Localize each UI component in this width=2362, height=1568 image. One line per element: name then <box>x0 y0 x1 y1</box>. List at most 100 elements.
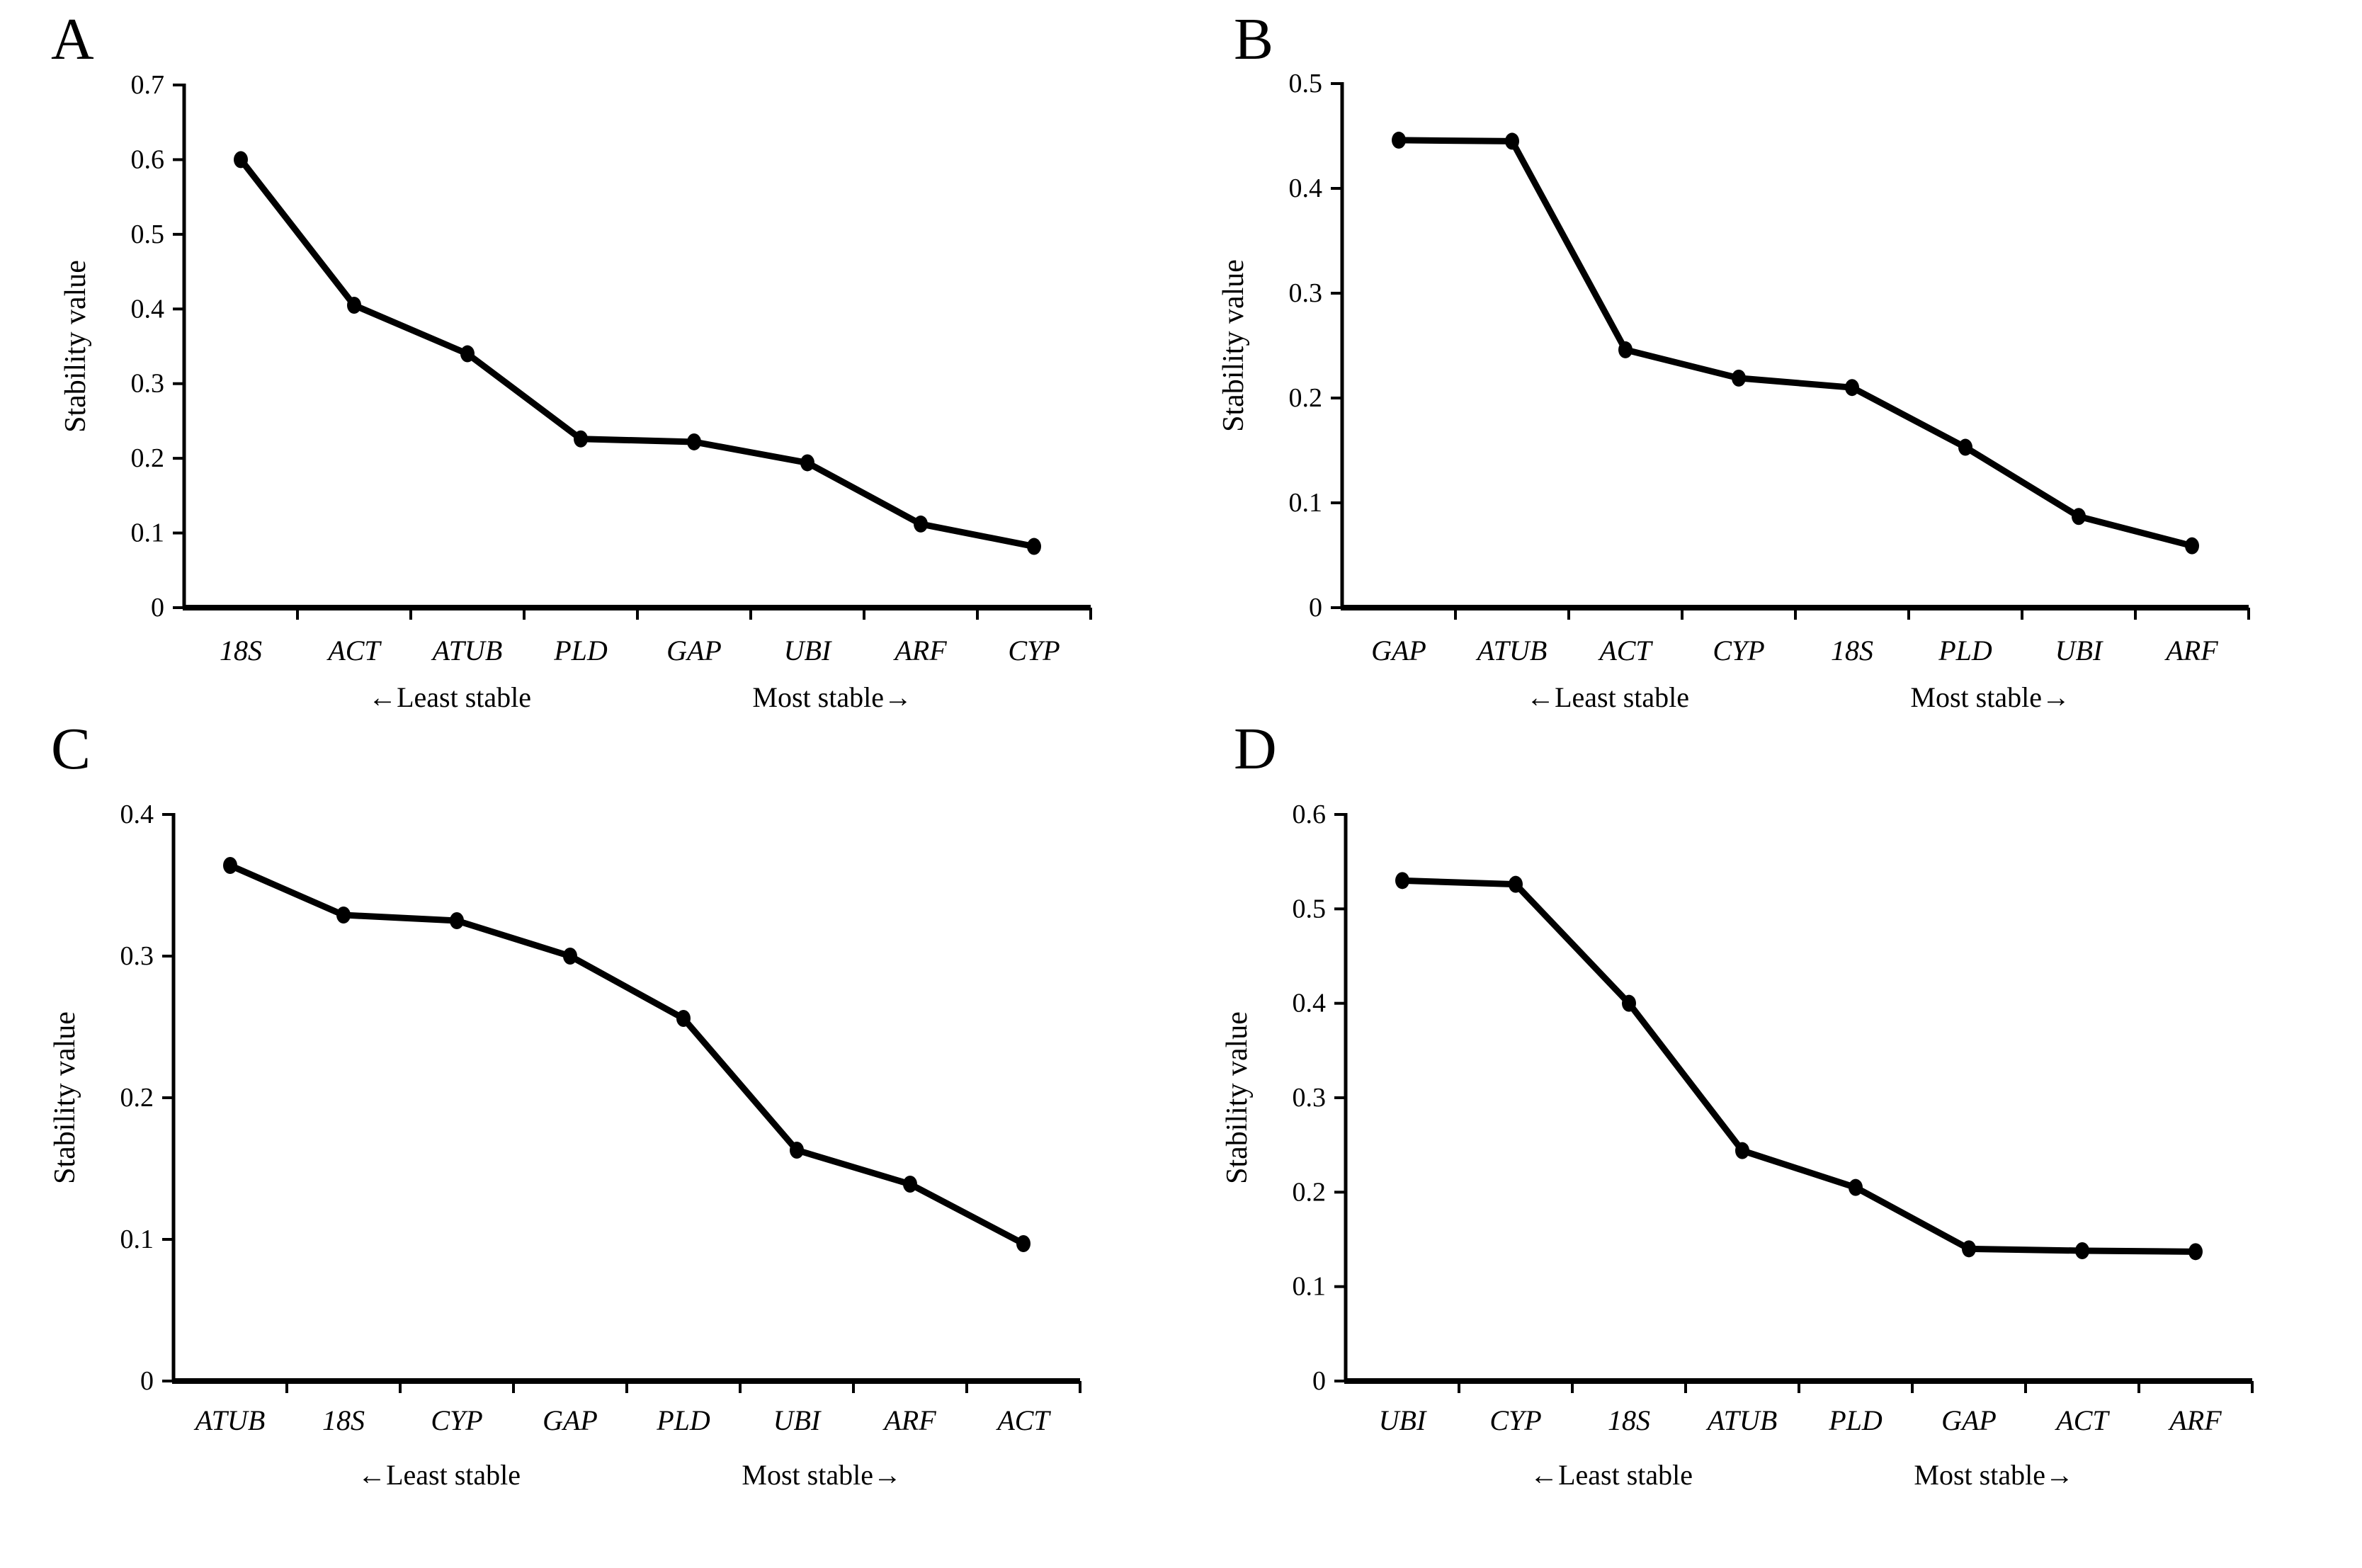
y-tick-label: 0.3 <box>1289 278 1323 308</box>
data-point <box>914 515 928 533</box>
y-tick-label: 0.4 <box>120 800 154 829</box>
y-tick-label: 0.2 <box>1289 383 1323 413</box>
x-category-label: UBI <box>1379 1404 1427 1436</box>
stability-line-series <box>1399 877 2199 1255</box>
least-stable-annotation: ←Least stable <box>1530 1459 1693 1491</box>
data-point <box>1732 369 1746 387</box>
y-tick-label: 0.4 <box>1289 174 1323 203</box>
panel-label-b: B <box>1234 6 1274 72</box>
most-stable-annotation: Most stable→ <box>1914 1459 2074 1491</box>
y-tick-label: 0.5 <box>131 220 165 249</box>
data-point <box>1505 132 1519 150</box>
y-axis-title: Stability value <box>59 260 92 433</box>
x-category-label: GAP <box>543 1404 598 1436</box>
x-category-label: UBI <box>784 635 832 666</box>
y-axis-title: Stability value <box>49 1011 81 1184</box>
x-category-label: CYP <box>1008 635 1060 666</box>
y-tick-label: 0.6 <box>1293 800 1327 829</box>
most-stable-annotation: Most stable→ <box>752 681 912 713</box>
stability-line-series <box>237 156 1038 550</box>
y-tick-label: 0.5 <box>1293 894 1327 924</box>
x-category-label: CYP <box>1713 635 1764 666</box>
data-point <box>1618 341 1633 358</box>
x-category-label: ACT <box>326 635 382 666</box>
data-point <box>1027 538 1041 555</box>
panel-label-d: D <box>1234 716 1277 782</box>
y-tick-label: 0.3 <box>120 941 154 971</box>
chart-panel-d: 0 0.1 0.2 0.3 0.4 0.5 0.6 UBI CYP 18S ATUB PLD GAP AC… <box>1221 800 2254 1491</box>
x-category-label: ARF <box>892 635 947 666</box>
data-point <box>676 1010 691 1027</box>
data-point <box>460 345 475 363</box>
y-axis-title: Stability value <box>1221 1011 1254 1184</box>
chart-panel-c: 0 0.1 0.2 0.3 0.4 ATUB 18S CYP GAP PLD UBI ARF ACT ←L… <box>49 800 1081 1491</box>
x-category-label: 18S <box>220 635 262 666</box>
data-point <box>2072 508 2086 525</box>
x-category-label: ATUB <box>431 635 503 666</box>
y-tick-label: 0.4 <box>131 294 165 324</box>
data-point <box>2188 1243 2203 1261</box>
y-tick-label: 0.2 <box>131 443 165 473</box>
x-category-label: 18S <box>322 1404 365 1436</box>
x-category-label: GAP <box>1941 1404 1997 1436</box>
x-category-label: PLD <box>1828 1404 1883 1436</box>
x-category-label: PLD <box>1938 635 1992 666</box>
y-tick-label: 0 <box>1312 1366 1326 1396</box>
x-category-label: GAP <box>1371 635 1426 666</box>
data-point <box>223 857 237 874</box>
x-category-label: PLD <box>553 635 608 666</box>
x-category-label: UBI <box>773 1404 822 1436</box>
most-stable-annotation: Most stable→ <box>742 1459 902 1491</box>
y-tick-label: 0.3 <box>131 369 165 399</box>
x-category-label: ACT <box>1597 635 1653 666</box>
y-tick-label: 0 <box>151 593 164 623</box>
data-point <box>1392 131 1406 149</box>
data-point <box>1395 872 1409 890</box>
panel-label-c: C <box>51 716 91 782</box>
x-category-label: ATUB <box>1475 635 1548 666</box>
y-tick-label: 0.2 <box>1293 1177 1327 1207</box>
y-tick-label: 0.1 <box>131 518 165 548</box>
chart-panel-b: 0 0.1 0.2 0.3 0.4 0.5 GAP ATUB ACT CYP 18S PLD UBI AR… <box>1217 69 2250 713</box>
x-category-label: ARF <box>2164 635 2218 666</box>
y-tick-label: 0.6 <box>131 144 165 174</box>
y-tick-label: 0 <box>140 1366 154 1396</box>
x-category-label: ATUB <box>193 1404 266 1436</box>
y-tick-label: 0.1 <box>1293 1272 1327 1302</box>
y-tick-label: 0.5 <box>1289 69 1323 98</box>
data-point <box>1958 438 1972 456</box>
data-point <box>1845 379 1859 397</box>
y-tick-label: 0.1 <box>1289 488 1323 518</box>
x-category-label: ARF <box>2167 1404 2222 1436</box>
data-point <box>574 430 588 448</box>
x-category-label: PLD <box>656 1404 710 1436</box>
y-tick-label: 0.1 <box>120 1225 154 1254</box>
chart-panel-a: 0 0.1 0.2 0.3 0.4 0.5 0.6 0.7 18S ACT ATUB PLD GAP UB… <box>59 70 1092 713</box>
data-point <box>1849 1178 1863 1196</box>
x-category-label: ACT <box>995 1404 1051 1436</box>
most-stable-annotation: Most stable→ <box>1910 681 2070 713</box>
least-stable-annotation: ←Least stable <box>368 681 531 713</box>
least-stable-annotation: ←Least stable <box>1526 681 1689 713</box>
x-category-label: 18S <box>1831 635 1873 666</box>
data-point <box>1509 875 1523 893</box>
data-point <box>903 1176 917 1193</box>
x-category-label: ACT <box>2054 1404 2110 1436</box>
stability-line-series <box>227 862 1027 1247</box>
data-point <box>450 912 464 929</box>
data-point <box>790 1142 804 1159</box>
data-point <box>1016 1235 1030 1252</box>
y-tick-label: 0.3 <box>1293 1083 1327 1113</box>
x-category-label: ATUB <box>1705 1404 1778 1436</box>
data-point <box>234 151 248 169</box>
x-category-label: CYP <box>1489 1404 1541 1436</box>
least-stable-annotation: ←Least stable <box>358 1459 521 1491</box>
x-category-label: GAP <box>666 635 722 666</box>
stability-line-series <box>1395 137 2196 550</box>
data-point <box>1962 1240 1976 1258</box>
y-axis-title: Stability value <box>1217 259 1250 432</box>
data-point <box>2075 1242 2089 1259</box>
x-category-label: CYP <box>431 1404 482 1436</box>
y-tick-label: 0.4 <box>1293 989 1327 1018</box>
